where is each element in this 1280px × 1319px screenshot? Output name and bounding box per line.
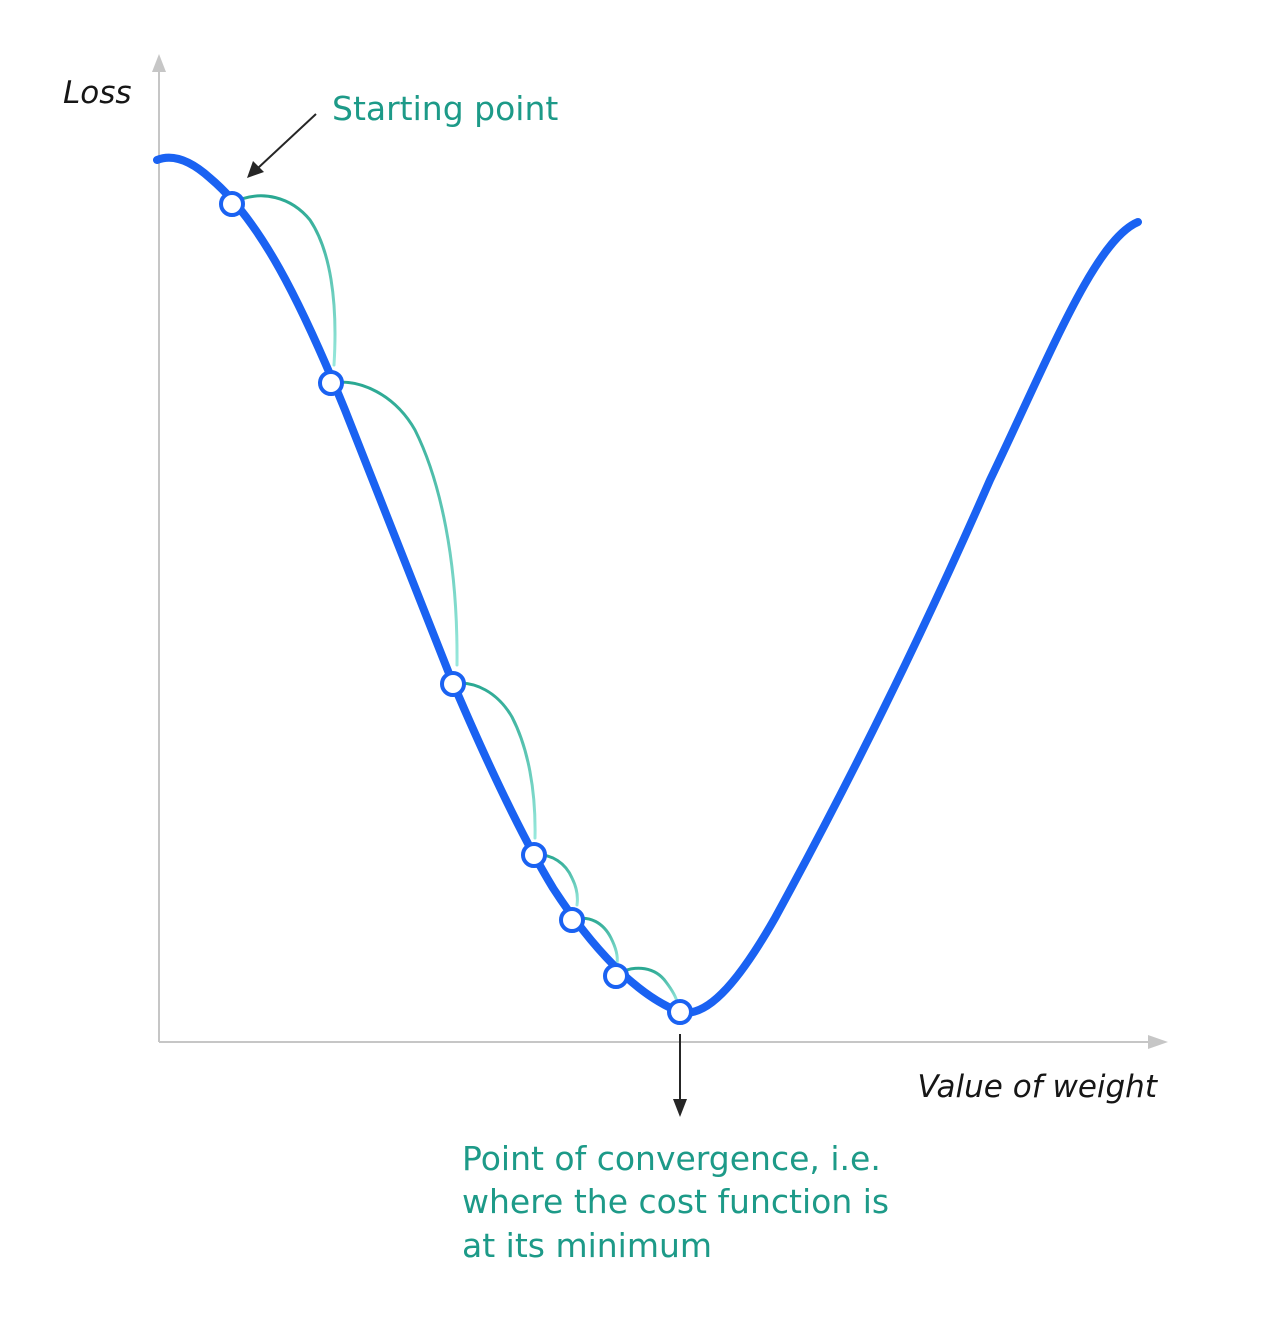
step-arc-6 — [614, 966, 679, 1004]
y-axis-title: Loss — [63, 75, 132, 111]
step-point-1 — [219, 191, 245, 217]
starting-point-arrowhead — [247, 161, 264, 178]
starting-point-arrow-line — [257, 113, 317, 169]
axes — [152, 54, 1168, 1049]
step-point-4 — [521, 842, 547, 868]
convergence-label-line-1: Point of convergence, i.e. — [462, 1139, 881, 1178]
step-points — [219, 191, 693, 1025]
starting-point-annotation: Starting point — [247, 89, 558, 178]
convergence-label-line-3: at its minimum — [462, 1226, 712, 1265]
loss-curve — [153, 153, 1142, 1017]
descent-step-arcs — [230, 194, 679, 1004]
convergence-point — [667, 999, 693, 1025]
step-arc-5 — [570, 916, 619, 965]
step-arc-1 — [230, 194, 337, 367]
convergence-annotation: Point of convergence, i.e. where the cos… — [462, 1034, 889, 1265]
step-arc-3 — [451, 681, 537, 840]
convergence-label-line-2: where the cost function is — [462, 1182, 889, 1221]
step-point-3 — [440, 671, 466, 697]
starting-point-label: Starting point — [332, 89, 558, 128]
step-point-6 — [603, 963, 629, 989]
x-axis-title: Value of weight — [917, 1069, 1159, 1105]
y-axis-arrowhead — [152, 54, 166, 72]
x-axis-arrowhead — [1148, 1035, 1168, 1049]
step-point-2 — [318, 370, 344, 396]
step-point-5 — [559, 907, 585, 933]
step-arc-2 — [329, 380, 459, 667]
convergence-arrowhead — [673, 1099, 687, 1117]
step-arc-4 — [532, 853, 579, 907]
